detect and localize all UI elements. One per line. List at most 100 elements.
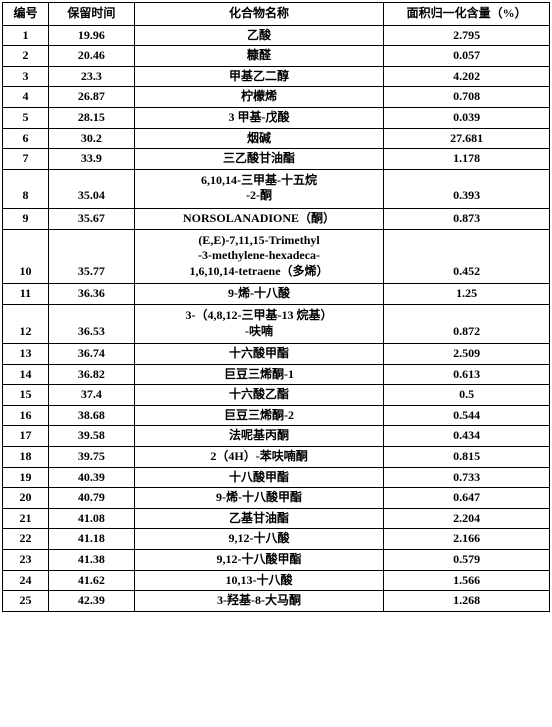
header-time: 保留时间 bbox=[48, 3, 134, 26]
cell-num: 1 bbox=[3, 25, 49, 46]
cell-pct: 2.166 bbox=[384, 529, 550, 550]
cell-time: 36.74 bbox=[48, 344, 134, 365]
cell-time: 35.04 bbox=[48, 169, 134, 208]
cell-time: 40.39 bbox=[48, 467, 134, 488]
cell-name: 乙基甘油酯 bbox=[134, 508, 384, 529]
table-row: 1638.68巨豆三烯酮-20.544 bbox=[3, 405, 550, 426]
cell-time: 36.53 bbox=[48, 304, 134, 343]
compound-table: 编号 保留时间 化合物名称 面积归一化含量（%） 119.96乙酸2.79522… bbox=[2, 2, 550, 612]
table-row: 1136.369-烯-十八酸1.25 bbox=[3, 284, 550, 305]
cell-num: 16 bbox=[3, 405, 49, 426]
cell-name: 巨豆三烯酮-2 bbox=[134, 405, 384, 426]
cell-name: 十六酸乙酯 bbox=[134, 385, 384, 406]
cell-name: 3-（4,8,12-三甲基-13 烷基） -呋喃 bbox=[134, 304, 384, 343]
cell-name: NORSOLANADIONE（酮） bbox=[134, 208, 384, 229]
cell-name: 乙酸 bbox=[134, 25, 384, 46]
cell-pct: 1.178 bbox=[384, 149, 550, 170]
cell-time: 39.75 bbox=[48, 447, 134, 468]
cell-name: 甲基乙二醇 bbox=[134, 66, 384, 87]
cell-pct: 0.873 bbox=[384, 208, 550, 229]
cell-pct: 0.872 bbox=[384, 304, 550, 343]
cell-time: 26.87 bbox=[48, 87, 134, 108]
cell-num: 3 bbox=[3, 66, 49, 87]
cell-pct: 0.815 bbox=[384, 447, 550, 468]
cell-name: 2（4H）-苯呋喃酮 bbox=[134, 447, 384, 468]
cell-name: 十八酸甲酯 bbox=[134, 467, 384, 488]
cell-pct: 0.579 bbox=[384, 550, 550, 571]
table-row: 1035.77(E,E)-7,11,15-Trimethyl -3-methyl… bbox=[3, 229, 550, 284]
cell-name: 糠醛 bbox=[134, 46, 384, 67]
table-row: 1940.39十八酸甲酯0.733 bbox=[3, 467, 550, 488]
table-row: 1839.752（4H）-苯呋喃酮0.815 bbox=[3, 447, 550, 468]
cell-time: 39.58 bbox=[48, 426, 134, 447]
table-row: 835.046,10,14-三甲基-十五烷 -2-酮0.393 bbox=[3, 169, 550, 208]
table-row: 1436.82巨豆三烯酮-10.613 bbox=[3, 364, 550, 385]
cell-pct: 1.25 bbox=[384, 284, 550, 305]
cell-time: 23.3 bbox=[48, 66, 134, 87]
cell-time: 36.82 bbox=[48, 364, 134, 385]
cell-num: 19 bbox=[3, 467, 49, 488]
cell-num: 4 bbox=[3, 87, 49, 108]
table-header-row: 编号 保留时间 化合物名称 面积归一化含量（%） bbox=[3, 3, 550, 26]
cell-name: 9,12-十八酸 bbox=[134, 529, 384, 550]
cell-name: 9,12-十八酸甲酯 bbox=[134, 550, 384, 571]
cell-pct: 2.795 bbox=[384, 25, 550, 46]
cell-num: 8 bbox=[3, 169, 49, 208]
cell-name: 9-烯-十八酸甲酯 bbox=[134, 488, 384, 509]
cell-time: 41.08 bbox=[48, 508, 134, 529]
cell-name: 巨豆三烯酮-1 bbox=[134, 364, 384, 385]
cell-name: 三乙酸甘油酯 bbox=[134, 149, 384, 170]
cell-pct: 0.057 bbox=[384, 46, 550, 67]
cell-pct: 0.708 bbox=[384, 87, 550, 108]
cell-pct: 0.434 bbox=[384, 426, 550, 447]
table-row: 426.87柠檬烯0.708 bbox=[3, 87, 550, 108]
cell-num: 10 bbox=[3, 229, 49, 284]
table-row: 2542.393-羟基-8-大马酮1.268 bbox=[3, 591, 550, 612]
cell-pct: 0.613 bbox=[384, 364, 550, 385]
cell-time: 42.39 bbox=[48, 591, 134, 612]
cell-name: 3-羟基-8-大马酮 bbox=[134, 591, 384, 612]
cell-num: 25 bbox=[3, 591, 49, 612]
cell-pct: 2.204 bbox=[384, 508, 550, 529]
cell-name: 9-烯-十八酸 bbox=[134, 284, 384, 305]
cell-num: 6 bbox=[3, 128, 49, 149]
cell-name: 烟碱 bbox=[134, 128, 384, 149]
cell-time: 35.77 bbox=[48, 229, 134, 284]
cell-num: 21 bbox=[3, 508, 49, 529]
cell-name: 3 甲基-戊酸 bbox=[134, 107, 384, 128]
cell-name: 柠檬烯 bbox=[134, 87, 384, 108]
cell-pct: 0.647 bbox=[384, 488, 550, 509]
cell-num: 9 bbox=[3, 208, 49, 229]
cell-time: 36.36 bbox=[48, 284, 134, 305]
cell-time: 35.67 bbox=[48, 208, 134, 229]
table-row: 2441.6210,13-十八酸1.566 bbox=[3, 570, 550, 591]
cell-num: 13 bbox=[3, 344, 49, 365]
cell-pct: 2.509 bbox=[384, 344, 550, 365]
table-row: 2040.799-烯-十八酸甲酯0.647 bbox=[3, 488, 550, 509]
cell-num: 17 bbox=[3, 426, 49, 447]
cell-name: 法呢基丙酮 bbox=[134, 426, 384, 447]
cell-time: 30.2 bbox=[48, 128, 134, 149]
cell-num: 11 bbox=[3, 284, 49, 305]
cell-pct: 0.393 bbox=[384, 169, 550, 208]
cell-num: 12 bbox=[3, 304, 49, 343]
header-pct: 面积归一化含量（%） bbox=[384, 3, 550, 26]
cell-name: (E,E)-7,11,15-Trimethyl -3-methylene-hex… bbox=[134, 229, 384, 284]
cell-num: 2 bbox=[3, 46, 49, 67]
cell-time: 37.4 bbox=[48, 385, 134, 406]
cell-pct: 0.039 bbox=[384, 107, 550, 128]
header-name: 化合物名称 bbox=[134, 3, 384, 26]
table-row: 528.153 甲基-戊酸0.039 bbox=[3, 107, 550, 128]
cell-num: 15 bbox=[3, 385, 49, 406]
cell-num: 23 bbox=[3, 550, 49, 571]
table-row: 220.46糠醛0.057 bbox=[3, 46, 550, 67]
cell-num: 14 bbox=[3, 364, 49, 385]
cell-time: 38.68 bbox=[48, 405, 134, 426]
cell-name: 6,10,14-三甲基-十五烷 -2-酮 bbox=[134, 169, 384, 208]
table-row: 2141.08乙基甘油酯2.204 bbox=[3, 508, 550, 529]
cell-time: 33.9 bbox=[48, 149, 134, 170]
cell-pct: 0.452 bbox=[384, 229, 550, 284]
cell-pct: 1.268 bbox=[384, 591, 550, 612]
table-row: 1739.58法呢基丙酮0.434 bbox=[3, 426, 550, 447]
cell-pct: 4.202 bbox=[384, 66, 550, 87]
